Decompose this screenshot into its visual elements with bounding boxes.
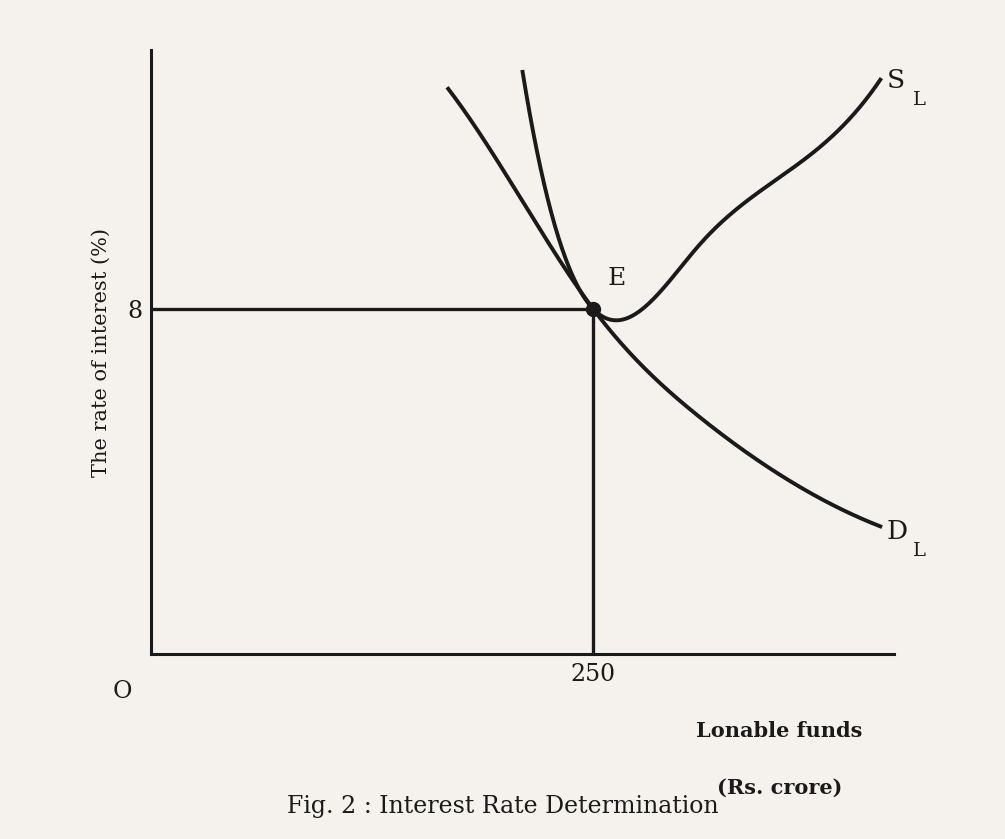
Text: Fig. 2 : Interest Rate Determination: Fig. 2 : Interest Rate Determination (286, 795, 719, 818)
Text: (Rs. crore): (Rs. crore) (717, 778, 842, 797)
Text: O: O (113, 680, 133, 703)
Text: $\mathregular{S}$: $\mathregular{S}$ (885, 68, 903, 93)
Y-axis label: The rate of interest (%): The rate of interest (%) (91, 228, 111, 477)
Text: $\mathregular{L}$: $\mathregular{L}$ (913, 91, 927, 109)
Text: $\mathregular{L}$: $\mathregular{L}$ (913, 542, 927, 560)
Text: Lonable funds: Lonable funds (696, 722, 862, 742)
Text: E: E (608, 268, 626, 290)
Text: $\mathregular{D}$: $\mathregular{D}$ (885, 519, 908, 544)
